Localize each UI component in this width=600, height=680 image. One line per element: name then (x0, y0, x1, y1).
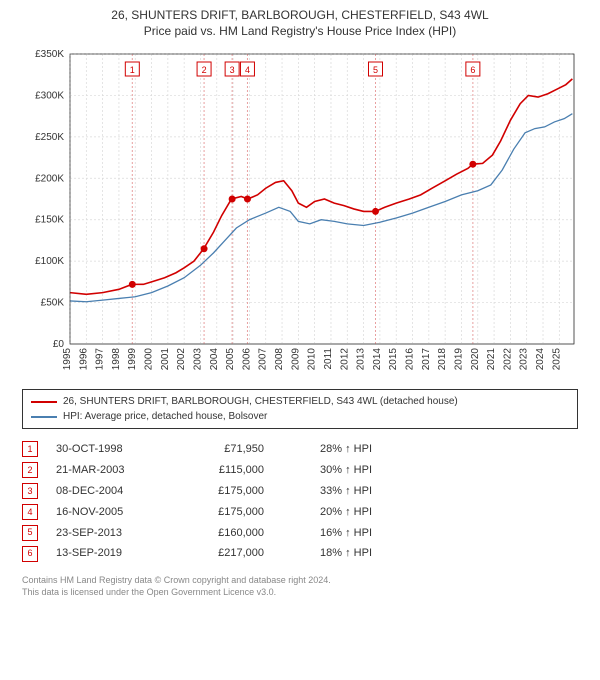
sale-pct-vs-hpi: 16% ↑ HPI (282, 523, 372, 544)
sale-row: 5 23-SEP-2013 £160,000 16% ↑ HPI (22, 523, 578, 544)
svg-text:2: 2 (202, 65, 207, 75)
svg-text:2009: 2009 (290, 348, 301, 371)
svg-text:2006: 2006 (241, 348, 252, 371)
legend-item: HPI: Average price, detached house, Bols… (31, 409, 569, 424)
sale-price: £71,950 (184, 439, 264, 460)
svg-text:2021: 2021 (486, 348, 497, 371)
price-chart: £0£50K£100K£150K£200K£250K£300K£350K1995… (22, 44, 578, 379)
svg-text:2020: 2020 (470, 348, 481, 371)
svg-text:2014: 2014 (372, 348, 383, 371)
legend-swatch (31, 401, 57, 403)
sale-date: 16-NOV-2005 (56, 502, 166, 523)
svg-text:6: 6 (470, 65, 475, 75)
svg-text:1997: 1997 (95, 348, 106, 371)
chart-subtitle: Price paid vs. HM Land Registry's House … (22, 24, 578, 38)
svg-text:2015: 2015 (388, 348, 399, 371)
sale-price: £160,000 (184, 523, 264, 544)
svg-text:5: 5 (373, 65, 378, 75)
svg-text:1995: 1995 (62, 348, 73, 371)
sale-index-box: 5 (22, 525, 38, 541)
sale-date: 13-SEP-2019 (56, 543, 166, 564)
legend-label: 26, SHUNTERS DRIFT, BARLBOROUGH, CHESTER… (63, 394, 458, 409)
svg-text:2017: 2017 (421, 348, 432, 371)
svg-text:£200K: £200K (35, 173, 64, 184)
sale-index-box: 4 (22, 504, 38, 520)
sale-index-box: 1 (22, 441, 38, 457)
svg-text:2012: 2012 (339, 348, 350, 371)
sale-price: £217,000 (184, 543, 264, 564)
svg-text:2000: 2000 (144, 348, 155, 371)
svg-text:2016: 2016 (405, 348, 416, 371)
svg-text:2001: 2001 (160, 348, 171, 371)
sale-row: 1 30-OCT-1998 £71,950 28% ↑ HPI (22, 439, 578, 460)
sale-index-box: 3 (22, 483, 38, 499)
legend-swatch (31, 416, 57, 418)
sale-pct-vs-hpi: 18% ↑ HPI (282, 543, 372, 564)
svg-text:2005: 2005 (225, 348, 236, 371)
chart-legend: 26, SHUNTERS DRIFT, BARLBOROUGH, CHESTER… (22, 389, 578, 429)
sale-index-box: 2 (22, 462, 38, 478)
sale-price: £175,000 (184, 481, 264, 502)
svg-text:1: 1 (130, 65, 135, 75)
sale-row: 6 13-SEP-2019 £217,000 18% ↑ HPI (22, 543, 578, 564)
sale-price: £115,000 (184, 460, 264, 481)
svg-text:2024: 2024 (535, 348, 546, 371)
sale-row: 2 21-MAR-2003 £115,000 30% ↑ HPI (22, 460, 578, 481)
sale-pct-vs-hpi: 28% ↑ HPI (282, 439, 372, 460)
sales-table: 1 30-OCT-1998 £71,950 28% ↑ HPI 2 21-MAR-2003… (22, 439, 578, 564)
svg-text:£250K: £250K (35, 132, 64, 143)
sale-pct-vs-hpi: 33% ↑ HPI (282, 481, 372, 502)
legend-label: HPI: Average price, detached house, Bols… (63, 409, 267, 424)
svg-text:£300K: £300K (35, 90, 64, 101)
svg-text:2019: 2019 (453, 348, 464, 371)
svg-text:2004: 2004 (209, 348, 220, 371)
sale-pct-vs-hpi: 20% ↑ HPI (282, 502, 372, 523)
svg-text:2008: 2008 (274, 348, 285, 371)
sale-index-box: 6 (22, 546, 38, 562)
svg-text:2023: 2023 (519, 348, 530, 371)
footer-line-2: This data is licensed under the Open Gov… (22, 586, 578, 598)
svg-text:2018: 2018 (437, 348, 448, 371)
sale-date: 30-OCT-1998 (56, 439, 166, 460)
svg-text:2025: 2025 (551, 348, 562, 371)
legend-item: 26, SHUNTERS DRIFT, BARLBOROUGH, CHESTER… (31, 394, 569, 409)
sale-price: £175,000 (184, 502, 264, 523)
svg-text:2013: 2013 (356, 348, 367, 371)
svg-text:£150K: £150K (35, 215, 64, 226)
svg-text:2002: 2002 (176, 348, 187, 371)
svg-text:2003: 2003 (192, 348, 203, 371)
svg-text:£100K: £100K (35, 256, 64, 267)
svg-text:2011: 2011 (323, 348, 334, 370)
svg-text:1999: 1999 (127, 348, 138, 371)
sale-date: 08-DEC-2004 (56, 481, 166, 502)
chart-title: 26, SHUNTERS DRIFT, BARLBOROUGH, CHESTER… (22, 8, 578, 22)
svg-text:£350K: £350K (35, 49, 64, 60)
svg-text:£50K: £50K (41, 298, 65, 309)
svg-text:1996: 1996 (78, 348, 89, 371)
sale-date: 23-SEP-2013 (56, 523, 166, 544)
chart-header: 26, SHUNTERS DRIFT, BARLBOROUGH, CHESTER… (22, 8, 578, 38)
svg-text:1998: 1998 (111, 348, 122, 371)
svg-text:2022: 2022 (502, 348, 513, 371)
footer-attribution: Contains HM Land Registry data © Crown c… (22, 574, 578, 598)
sale-row: 4 16-NOV-2005 £175,000 20% ↑ HPI (22, 502, 578, 523)
footer-line-1: Contains HM Land Registry data © Crown c… (22, 574, 578, 586)
svg-text:3: 3 (230, 65, 235, 75)
sale-pct-vs-hpi: 30% ↑ HPI (282, 460, 372, 481)
sale-row: 3 08-DEC-2004 £175,000 33% ↑ HPI (22, 481, 578, 502)
sale-date: 21-MAR-2003 (56, 460, 166, 481)
svg-text:4: 4 (245, 65, 250, 75)
svg-text:2010: 2010 (307, 348, 318, 371)
chart-svg: £0£50K£100K£150K£200K£250K£300K£350K1995… (22, 44, 578, 374)
svg-text:2007: 2007 (258, 348, 269, 371)
